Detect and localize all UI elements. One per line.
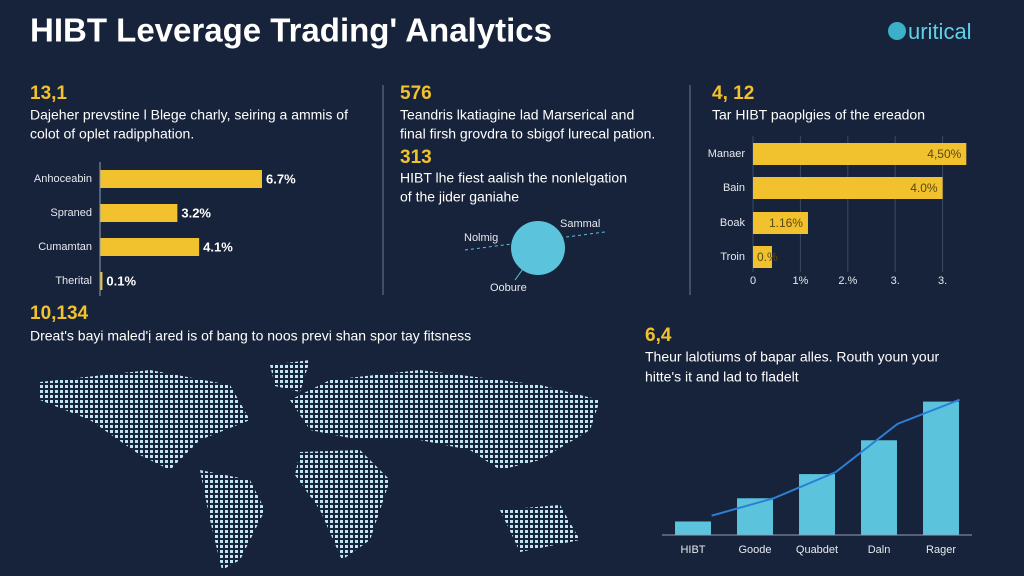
- value-label: 0.1%: [106, 273, 136, 288]
- bar: [675, 521, 711, 535]
- category-label: Boak: [720, 217, 746, 229]
- bar: [753, 246, 772, 268]
- category-label: Troin: [720, 251, 745, 263]
- text: colot of oplet radipphation.: [30, 126, 194, 142]
- bar: [799, 474, 835, 535]
- bubble: [511, 221, 565, 275]
- x-tick-label: 1%: [792, 275, 808, 287]
- headline: 10,134: [30, 303, 89, 324]
- diagram-label: Nolmig: [464, 232, 498, 244]
- x-tick-label: 3.: [891, 275, 900, 287]
- world-map: [40, 360, 600, 570]
- x-tick-label: Quabdet: [796, 544, 838, 556]
- bar: [753, 212, 808, 234]
- text: Tar HIBT paoplgies of the ereadon: [712, 107, 925, 123]
- category-label: Anhoceabin: [34, 173, 92, 185]
- text: Teandris lkatiagine lad Marserical and: [400, 107, 634, 123]
- value-label: 0.%: [757, 250, 778, 264]
- bar: [100, 170, 262, 188]
- x-tick-label: HIBT: [680, 544, 705, 556]
- category-label: Spraned: [50, 207, 92, 219]
- diagram-label: Oobure: [490, 282, 527, 294]
- x-tick-label: Goode: [738, 544, 771, 556]
- x-tick-label: 3.: [938, 275, 947, 287]
- text: HIBT lhe fiest aalish the nonlelgation: [400, 170, 627, 186]
- text: Dreat's bayi maled'ị ared is of bang to …: [30, 328, 471, 344]
- title: HIBT Leverage Trading' Analytics: [30, 12, 552, 49]
- headline: 313: [400, 147, 432, 168]
- headline: 6,4: [645, 325, 672, 346]
- value-label: 3.2%: [181, 205, 211, 220]
- value-label: 4.1%: [203, 239, 233, 254]
- text: hitte's it and lad to fladelt: [645, 369, 799, 385]
- headline: 13,1: [30, 83, 67, 104]
- headline: 576: [400, 83, 432, 104]
- x-tick-label: Daln: [868, 544, 891, 556]
- value-label: 4.0%: [910, 181, 938, 195]
- value-label: 1.16%: [769, 216, 803, 230]
- bar: [100, 238, 200, 256]
- bar: [753, 143, 967, 165]
- bar: [100, 272, 103, 290]
- bar: [923, 401, 959, 535]
- value-label: 6.7%: [266, 171, 296, 186]
- x-tick-label: 0: [750, 275, 756, 287]
- brand-icon: [888, 22, 906, 40]
- text: of the jider ganiahe: [400, 189, 519, 205]
- category-label: Therital: [55, 275, 92, 287]
- category-label: Cumamtan: [38, 241, 92, 253]
- bar: [861, 440, 897, 535]
- value-label: 4,50%: [927, 147, 961, 161]
- category-label: Manaer: [708, 148, 746, 160]
- diagram-label: Sammal: [560, 218, 600, 230]
- category-label: Bain: [723, 182, 745, 194]
- text: final firsh grovdra to sbigof lurecal pa…: [400, 126, 655, 142]
- text: Dajeher prevstine l Blege charly, seirin…: [30, 107, 348, 123]
- x-tick-label: 2.%: [838, 275, 857, 287]
- brand: uritical: [908, 19, 972, 44]
- x-tick-label: Rager: [926, 544, 956, 556]
- line: [711, 398, 960, 517]
- text: Theur lalotiums of bapar alles. Routh yo…: [645, 349, 939, 365]
- bar: [100, 204, 178, 222]
- bar: [753, 177, 943, 199]
- headline: 4, 12: [712, 83, 754, 104]
